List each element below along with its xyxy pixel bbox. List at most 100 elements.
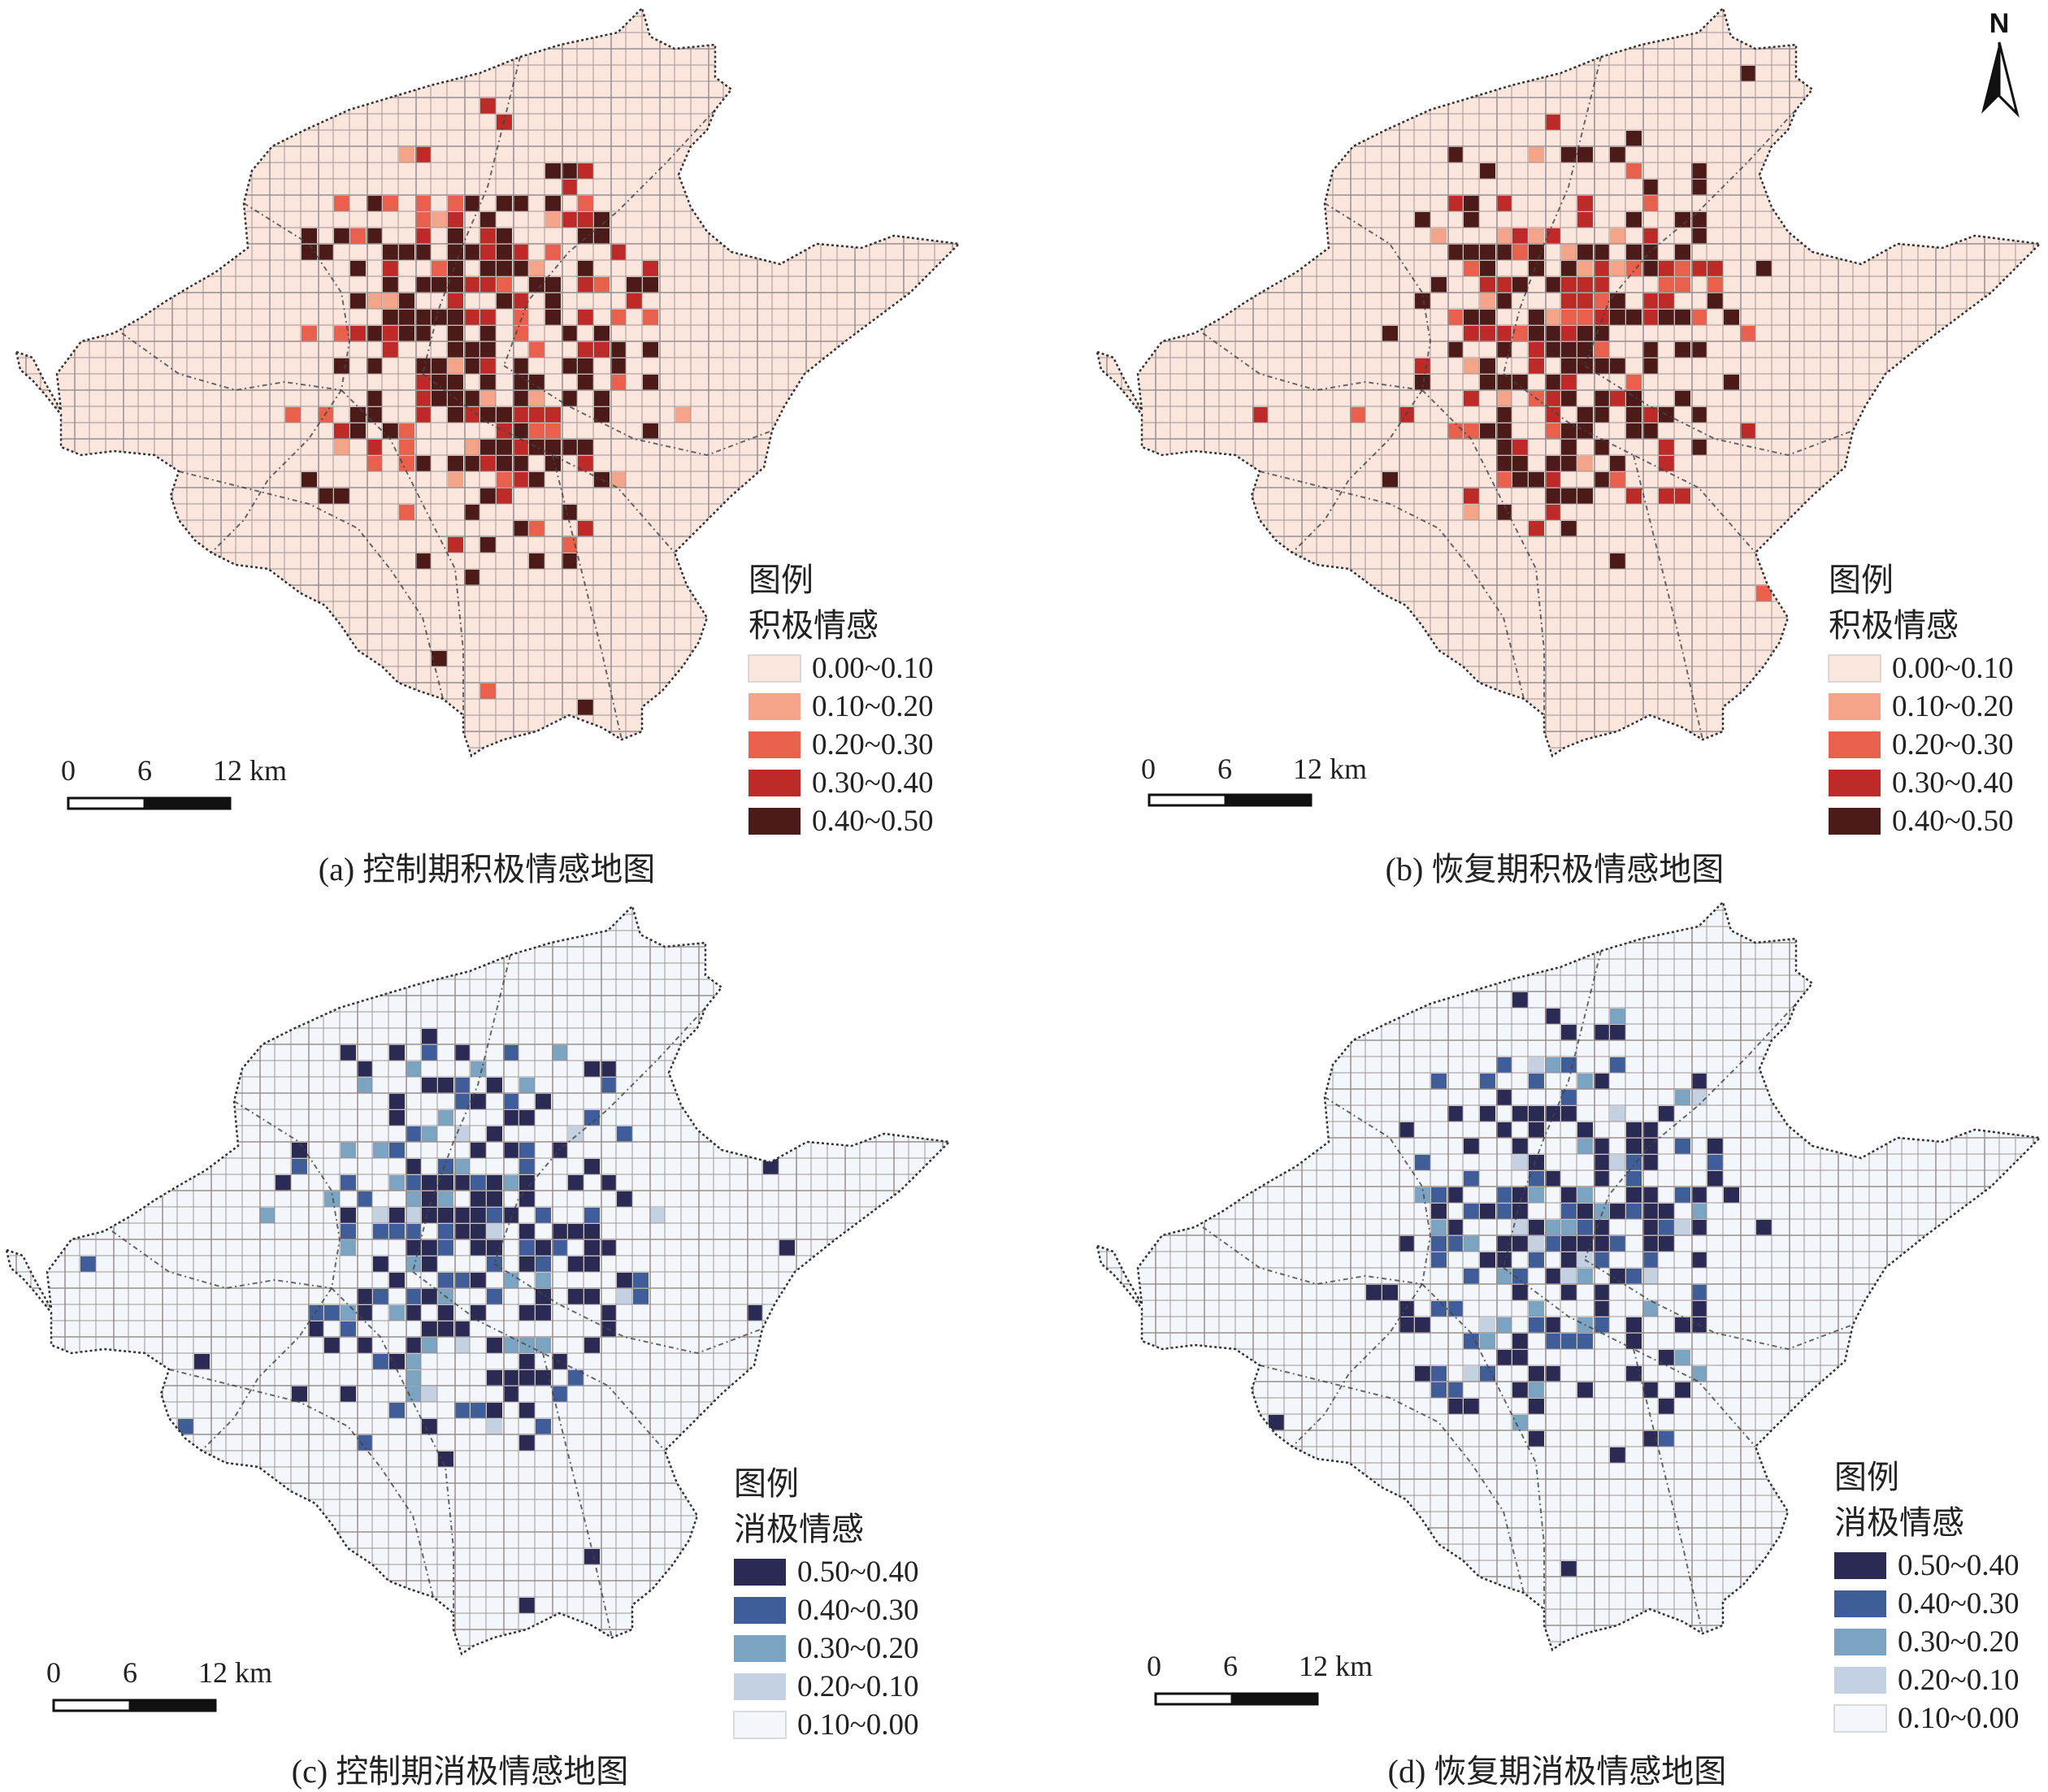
grid-cell (1529, 1057, 1544, 1073)
grid-cell (367, 293, 382, 309)
grid-cell (513, 391, 528, 406)
district-boundary (503, 365, 773, 457)
grid-cell (1431, 1204, 1447, 1219)
grid-cell (1447, 1399, 1463, 1414)
grid-cell (1691, 1220, 1707, 1235)
grid-cell (1642, 342, 1658, 358)
grid-cell (584, 1061, 600, 1077)
grid-cell (1447, 1382, 1463, 1398)
grid-cell (601, 1078, 616, 1093)
grid-cell (503, 1175, 519, 1191)
grid-cell (1464, 505, 1479, 520)
scale-tick-12-a: 12 km (213, 754, 287, 787)
district-boundary (1503, 1267, 1756, 1447)
grid-cell (643, 423, 658, 439)
grid-cell (1512, 1285, 1528, 1300)
grid-cell (350, 261, 366, 276)
grid-cell (367, 326, 382, 341)
grid-cell (454, 1338, 470, 1353)
grid-cell (1659, 310, 1674, 325)
grid-cell (80, 1256, 96, 1272)
legend-item-2: 0.40~0.30 (1834, 1587, 2020, 1621)
grid-cell (367, 407, 382, 423)
grid-cell (1496, 245, 1512, 260)
grid-cell (432, 212, 447, 228)
grid-cell (594, 277, 610, 293)
grid-cell (1675, 488, 1690, 504)
legend-swatch (1829, 808, 1881, 835)
district-boundary (121, 332, 342, 392)
grid-cell (415, 245, 431, 260)
grid-cell (1626, 212, 1642, 228)
grid-cell (594, 342, 610, 358)
grid-cell (1480, 1106, 1495, 1122)
grid-cell (406, 1338, 421, 1353)
grid-cell (383, 326, 398, 341)
grid-cell (1561, 375, 1577, 390)
scale-tick-0-a: 0 (61, 754, 76, 787)
grid-cell (367, 228, 382, 244)
grid-cell (568, 1224, 584, 1239)
grid-cell (1480, 163, 1495, 179)
grid-cell (383, 310, 398, 325)
grid-cell (1594, 407, 1609, 423)
grid-cell (1691, 1252, 1707, 1268)
grid-cell (578, 440, 593, 455)
grid-cell (1529, 1431, 1544, 1447)
grid-cell (562, 163, 577, 179)
grid-cell (471, 1224, 486, 1239)
grid-cell (536, 1289, 551, 1304)
legend-swatch (733, 1711, 787, 1739)
grid-cell (487, 1175, 502, 1191)
grid-cell (545, 310, 561, 325)
grid-cell (1626, 488, 1642, 504)
grid-cell (1464, 1334, 1479, 1349)
grid-cell (1512, 440, 1528, 455)
grid-cell (464, 342, 479, 358)
grid-cell (519, 1078, 535, 1093)
grid-cell (1659, 456, 1674, 471)
grid-cell (341, 1240, 356, 1256)
district-boundary (1633, 1348, 1703, 1634)
scale-tick-12-b: 12 km (1293, 753, 1367, 785)
legend-item-2: 0.10~0.20 (748, 690, 934, 723)
grid-cell (513, 293, 528, 309)
grid-cell (415, 456, 431, 471)
grid-cell (1415, 1187, 1430, 1203)
grid-cell (487, 1419, 502, 1434)
grid-cell (1512, 992, 1528, 1008)
grid-cell (448, 196, 463, 211)
grid-cell (1269, 1415, 1284, 1430)
grid-cell (1431, 1220, 1447, 1235)
grid-cell (406, 1386, 421, 1402)
grid-cell (1561, 245, 1577, 260)
grid-cell (357, 1078, 372, 1093)
grid-cell (292, 1386, 307, 1402)
grid-cell (1512, 472, 1528, 488)
grid-cell (1529, 228, 1544, 244)
grid-cell (480, 488, 496, 504)
grid-cell (1691, 1187, 1707, 1203)
grid-cell (1594, 472, 1609, 488)
grid-cell (1529, 1366, 1544, 1382)
legend-swatch (1829, 731, 1881, 758)
grid-cell (1691, 1074, 1707, 1089)
legend-label: 0.20~0.30 (1892, 728, 2014, 761)
legend-swatch (748, 770, 801, 796)
grid-cell (513, 375, 528, 390)
grid-cell (513, 358, 528, 374)
grid-cell (464, 391, 479, 406)
grid-cell (1545, 228, 1560, 244)
grid-cell (578, 456, 593, 471)
legend-swatch (1834, 1629, 1886, 1655)
grid-cell (1529, 1106, 1544, 1122)
legend-item-4: 0.30~0.40 (1829, 766, 2014, 800)
grid-cell (1756, 261, 1772, 276)
grid-cell (448, 293, 463, 309)
grid-cell (1561, 521, 1577, 536)
grid-cell (519, 1598, 535, 1613)
grid-cell (194, 1354, 210, 1369)
grid-cell (513, 261, 528, 276)
grid-cell (487, 1078, 502, 1093)
grid-cell (643, 261, 658, 276)
